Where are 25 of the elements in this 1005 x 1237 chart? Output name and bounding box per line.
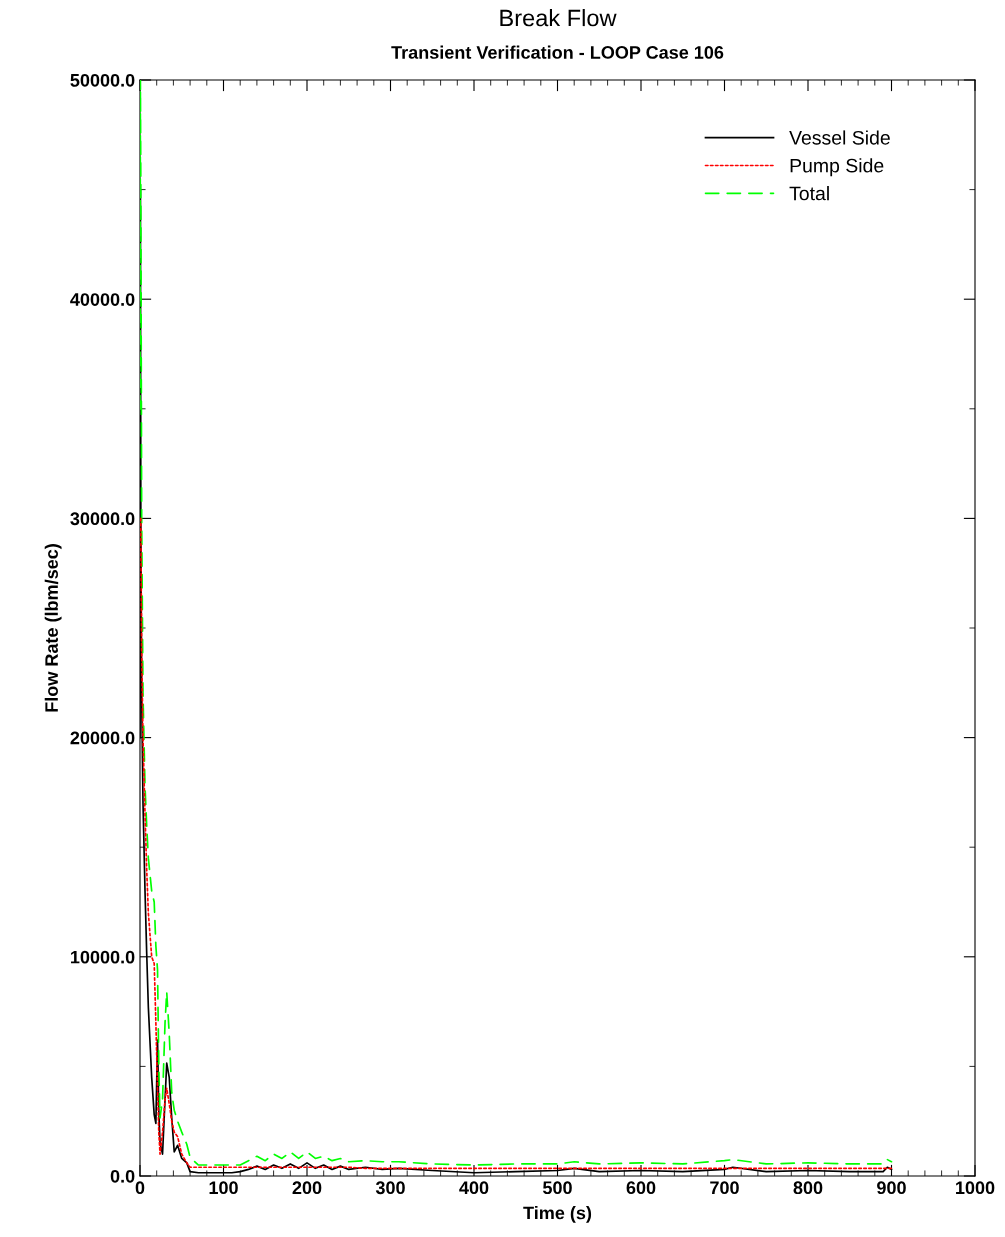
legend-label: Pump Side bbox=[790, 158, 884, 177]
x-axis-title: Time (s) bbox=[523, 1206, 592, 1223]
x-tick-label: 800 bbox=[793, 1181, 823, 1195]
x-tick-label: 700 bbox=[710, 1181, 739, 1195]
legend-label: Total bbox=[789, 186, 829, 201]
x-tick-label: 200 bbox=[292, 1181, 322, 1195]
x-tick-label: 0 bbox=[135, 1181, 145, 1195]
y-tick-label: 40000.0 bbox=[70, 293, 135, 306]
x-tick-label: 400 bbox=[459, 1181, 489, 1195]
y-tick-label: 50000.0 bbox=[70, 73, 135, 87]
x-tick-label: 100 bbox=[209, 1181, 238, 1195]
x-tick-label: 500 bbox=[542, 1181, 572, 1195]
x-tick-label: 1000 bbox=[956, 1181, 995, 1195]
legend-label: Vessel Side bbox=[789, 130, 890, 145]
y-tick-label: 20000.0 bbox=[70, 731, 135, 745]
y-tick-label: 30000.0 bbox=[70, 512, 135, 526]
y-axis-title: Flow Rate (lbm/sec) bbox=[44, 544, 62, 712]
chart-subtitle: Transient Verification - LOOP Case 106 bbox=[391, 45, 724, 59]
y-tick-label: 10000.0 bbox=[71, 950, 135, 964]
x-tick-label: 900 bbox=[877, 1181, 906, 1195]
x-tick-label: 600 bbox=[626, 1181, 656, 1195]
chart-title: Break Flow bbox=[500, 9, 617, 27]
line-series bbox=[140, 517, 893, 1170]
y-tick-label: 0.0 bbox=[110, 1169, 135, 1183]
x-tick-label: 300 bbox=[375, 1181, 405, 1195]
